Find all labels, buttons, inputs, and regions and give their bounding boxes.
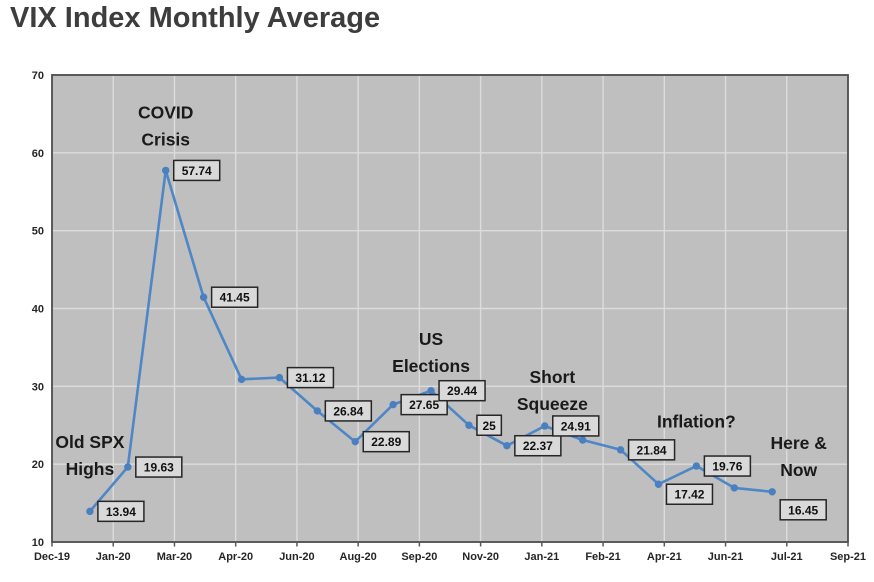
y-axis-tick-label: 50	[32, 226, 44, 238]
data-label-text: 24.91	[561, 419, 591, 433]
data-point-marker	[199, 293, 208, 301]
data-label-text: 25	[482, 419, 496, 433]
data-label-box	[172, 159, 221, 182]
x-axis-tick-label: Sep-21	[830, 551, 866, 563]
data-point-marker	[162, 166, 170, 175]
data-label: 19.63	[135, 456, 183, 478]
data-label: 57.74	[172, 159, 221, 182]
data-point-marker	[692, 462, 701, 470]
data-label: 19.76	[703, 455, 752, 477]
data-label: 17.42	[665, 483, 714, 505]
data-label-text: 26.84	[333, 404, 363, 418]
data-label-box	[324, 400, 373, 422]
data-point-marker	[654, 480, 663, 488]
data-label-text: 31.12	[295, 371, 325, 385]
data-label-text: 22.37	[523, 439, 553, 453]
data-label: 27.65	[400, 393, 448, 416]
annotation-us-elections: US Elections	[392, 329, 470, 376]
data-label-text: 27.65	[409, 398, 439, 412]
data-label: 13.94	[97, 500, 145, 523]
x-axis-tick-label: Apr-20	[218, 551, 253, 563]
y-axis-tick-label: 40	[32, 304, 44, 316]
data-label: 31.12	[286, 366, 335, 389]
data-label-text: 13.94	[106, 505, 136, 519]
data-label: 21.84	[627, 439, 676, 461]
data-point-marker	[124, 463, 132, 471]
annotation-short-squeeze: Short Squeeze	[517, 367, 588, 414]
data-label-box	[97, 500, 145, 523]
data-point-marker	[541, 422, 549, 430]
data-label: 29.44	[438, 379, 486, 402]
y-axis-tick-label: 10	[32, 537, 44, 549]
page-title: VIX Index Monthly Average	[10, 2, 381, 34]
y-axis-tick-label: 20	[32, 459, 44, 471]
data-label-text: 22.89	[371, 435, 401, 449]
data-point-marker	[768, 488, 776, 496]
data-label-box	[400, 393, 448, 416]
data-label-box	[665, 483, 714, 505]
annotation-here-and-now: Here & Now	[771, 433, 828, 480]
data-point-marker	[465, 421, 473, 429]
data-label-text: 29.44	[447, 384, 477, 398]
data-label: 26.84	[324, 400, 373, 422]
data-label: 22.37	[514, 434, 562, 457]
x-axis-tick-label: Jan-20	[96, 551, 131, 563]
data-point-marker	[730, 484, 738, 492]
data-label-text: 19.76	[712, 460, 742, 474]
data-label-box	[135, 456, 183, 478]
data-label-box	[514, 434, 562, 457]
data-label-box	[703, 455, 752, 477]
data-label: 25	[476, 414, 503, 436]
data-label-box	[286, 366, 335, 389]
data-point-marker	[313, 407, 322, 415]
data-label: 22.89	[362, 430, 410, 453]
x-axis-tick-label: Aug-20	[340, 551, 377, 563]
plot-border	[51, 74, 849, 543]
x-axis-tick-label: Mar-20	[157, 551, 192, 563]
annotation-covid-crisis: COVID Crisis	[138, 102, 193, 149]
y-axis-tick-label: 60	[32, 148, 44, 160]
data-label-text: 17.42	[674, 488, 704, 502]
data-label-box	[438, 379, 486, 402]
data-point-marker	[616, 446, 625, 454]
data-point-marker	[86, 507, 94, 516]
x-axis-tick-label: Jan-21	[524, 551, 559, 563]
data-label: 24.91	[552, 415, 600, 437]
data-label-text: 57.74	[182, 164, 212, 178]
data-point-marker	[578, 436, 587, 444]
data-label-text: 41.45	[220, 291, 250, 305]
x-axis-tick-label: Apr-21	[647, 551, 682, 563]
data-label-box	[627, 439, 676, 461]
x-axis-tick-label: Jun-21	[708, 551, 743, 563]
y-axis-tick-label: 30	[32, 381, 44, 393]
data-label-text: 19.63	[144, 461, 174, 475]
data-label-box	[779, 499, 827, 521]
data-point-marker	[389, 400, 397, 409]
data-point-marker	[351, 437, 359, 446]
data-point-marker	[237, 375, 246, 384]
x-axis-tick-label: Nov-20	[462, 551, 499, 563]
x-axis-tick-label: Feb-21	[585, 551, 620, 563]
data-label-box	[476, 414, 503, 436]
data-label-text: 21.84	[637, 443, 667, 457]
data-label-text: 16.45	[788, 503, 818, 517]
y-axis-tick-label: 70	[32, 70, 44, 82]
x-axis-tick-label: Jul-21	[771, 551, 803, 563]
x-axis-tick-label: Jun-20	[279, 551, 314, 563]
annotation-old-spx-highs: Old SPX Highs	[55, 432, 124, 479]
annotation-inflation: Inflation?	[657, 411, 736, 431]
data-label-box	[552, 415, 600, 437]
data-label: 41.45	[210, 286, 259, 308]
data-point-marker	[427, 386, 435, 395]
x-axis-tick-label: Dec-19	[34, 551, 70, 563]
x-axis-tick-label: Sep-20	[401, 551, 437, 563]
data-label: 16.45	[779, 499, 827, 521]
data-label-box	[362, 430, 410, 453]
data-label-box	[210, 286, 259, 308]
data-point-marker	[503, 442, 511, 450]
data-point-marker	[275, 373, 284, 382]
